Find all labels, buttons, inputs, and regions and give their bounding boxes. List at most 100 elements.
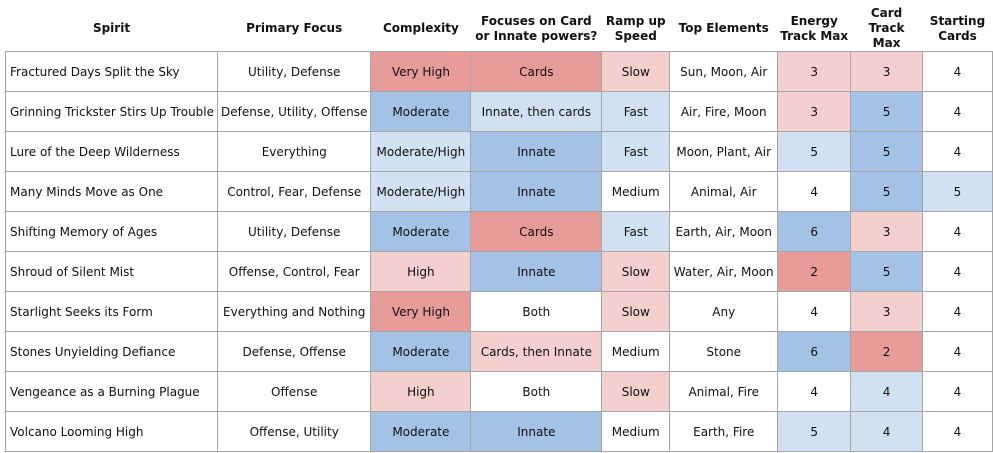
cell-top-elements: Animal, Fire [669,371,779,412]
cell-spirit: Grinning Trickster Stirs Up Trouble [4,91,219,132]
cell-starting-cards: 5 [921,171,993,212]
cell-energy-track-max: 5 [777,131,852,172]
table-row: Stones Unyielding Defiance Defense, Offe… [4,331,993,372]
cell-energy-track-max: 4 [777,171,852,212]
cell-complexity: Moderate [370,211,472,252]
cell-top-elements: Earth, Air, Moon [669,211,779,252]
cell-top-elements: Earth, Fire [669,411,779,452]
cell-ramp-up-speed: Medium [601,171,671,212]
cell-top-elements: Air, Fire, Moon [669,91,779,132]
table-row: Volcano Looming High Offense, Utility Mo… [4,411,993,452]
cell-card-or-innate: Innate [470,411,603,452]
cell-complexity: Moderate [370,411,472,452]
cell-starting-cards: 4 [921,131,993,172]
cell-spirit: Fractured Days Split the Sky [4,51,219,92]
cell-energy-track-max: 3 [777,91,852,132]
cell-card-track-max: 5 [850,171,923,212]
spirit-comparison-table: Spirit Primary Focus Complexity Focuses … [4,6,993,452]
cell-complexity: Moderate/High [370,171,472,212]
cell-starting-cards: 4 [921,211,993,252]
table-row: Fractured Days Split the Sky Utility, De… [4,51,993,92]
header-card-or-innate: Focuses on Card or Innate powers? [470,6,602,52]
header-top-elements: Top Elements [669,6,778,52]
cell-ramp-up-speed: Slow [601,251,671,292]
cell-card-or-innate: Both [470,371,603,412]
cell-top-elements: Stone [669,331,779,372]
cell-ramp-up-speed: Fast [601,131,671,172]
header-ramp-up-speed: Ramp up Speed [601,6,670,52]
cell-spirit: Volcano Looming High [4,411,219,452]
cell-primary-focus: Defense, Utility, Offense [217,91,372,132]
cell-top-elements: Water, Air, Moon [669,251,779,292]
cell-complexity: Very High [370,291,472,332]
cell-card-or-innate: Both [470,291,603,332]
table-row: Starlight Seeks its Form Everything and … [4,291,993,332]
cell-ramp-up-speed: Medium [601,331,671,372]
cell-starting-cards: 4 [921,91,993,132]
cell-ramp-up-speed: Slow [601,371,671,412]
header-spirit: Spirit [5,6,218,52]
cell-starting-cards: 4 [921,291,993,332]
cell-energy-track-max: 3 [777,51,852,92]
cell-spirit: Shifting Memory of Ages [4,211,219,252]
header-row: Spirit Primary Focus Complexity Focuses … [5,6,993,52]
cell-starting-cards: 4 [921,411,993,452]
cell-ramp-up-speed: Slow [601,51,671,92]
cell-card-or-innate: Cards, then Innate [470,331,603,372]
cell-ramp-up-speed: Fast [601,211,671,252]
cell-primary-focus: Offense, Utility [217,411,372,452]
header-starting-cards: Starting Cards [922,6,993,52]
cell-card-track-max: 5 [850,91,923,132]
cell-ramp-up-speed: Fast [601,91,671,132]
header-complexity: Complexity [370,6,471,52]
cell-energy-track-max: 6 [777,331,852,372]
cell-ramp-up-speed: Medium [601,411,671,452]
cell-card-or-innate: Cards [470,51,603,92]
cell-primary-focus: Defense, Offense [217,331,372,372]
header-energy-track-max: Energy Track Max [777,6,851,52]
cell-card-track-max: 5 [850,131,923,172]
cell-card-track-max: 3 [850,291,923,332]
cell-spirit: Lure of the Deep Wilderness [4,131,219,172]
cell-card-track-max: 4 [850,411,923,452]
cell-energy-track-max: 2 [777,251,852,292]
cell-energy-track-max: 5 [777,411,852,452]
cell-energy-track-max: 4 [777,291,852,332]
cell-starting-cards: 4 [921,51,993,92]
cell-spirit: Starlight Seeks its Form [4,291,219,332]
cell-complexity: Moderate [370,331,472,372]
cell-spirit: Shroud of Silent Mist [4,251,219,292]
cell-energy-track-max: 6 [777,211,852,252]
cell-primary-focus: Offense, Control, Fear [217,251,372,292]
cell-card-track-max: 3 [850,51,923,92]
table-row: Shifting Memory of Ages Utility, Defense… [4,211,993,252]
header-primary-focus: Primary Focus [217,6,371,52]
cell-top-elements: Moon, Plant, Air [669,131,779,172]
cell-card-or-innate: Innate [470,131,603,172]
cell-starting-cards: 4 [921,331,993,372]
table-row: Grinning Trickster Stirs Up Trouble Defe… [4,91,993,132]
cell-spirit: Vengeance as a Burning Plague [4,371,219,412]
cell-card-or-innate: Innate, then cards [470,91,603,132]
cell-spirit: Stones Unyielding Defiance [4,331,219,372]
cell-top-elements: Sun, Moon, Air [669,51,779,92]
cell-spirit: Many Minds Move as One [4,171,219,212]
table-row: Lure of the Deep Wilderness Everything M… [4,131,993,172]
cell-complexity: Moderate/High [370,131,472,172]
cell-primary-focus: Offense [217,371,372,412]
table-row: Many Minds Move as One Control, Fear, De… [4,171,993,212]
cell-card-or-innate: Cards [470,211,603,252]
cell-primary-focus: Utility, Defense [217,211,372,252]
cell-card-track-max: 4 [850,371,923,412]
cell-card-or-innate: Innate [470,251,603,292]
cell-card-or-innate: Innate [470,171,603,212]
cell-primary-focus: Utility, Defense [217,51,372,92]
cell-ramp-up-speed: Slow [601,291,671,332]
cell-complexity: Very High [370,51,472,92]
cell-primary-focus: Everything [217,131,372,172]
cell-card-track-max: 5 [850,251,923,292]
cell-primary-focus: Everything and Nothing [217,291,372,332]
cell-card-track-max: 3 [850,211,923,252]
cell-primary-focus: Control, Fear, Defense [217,171,372,212]
cell-complexity: Moderate [370,91,472,132]
